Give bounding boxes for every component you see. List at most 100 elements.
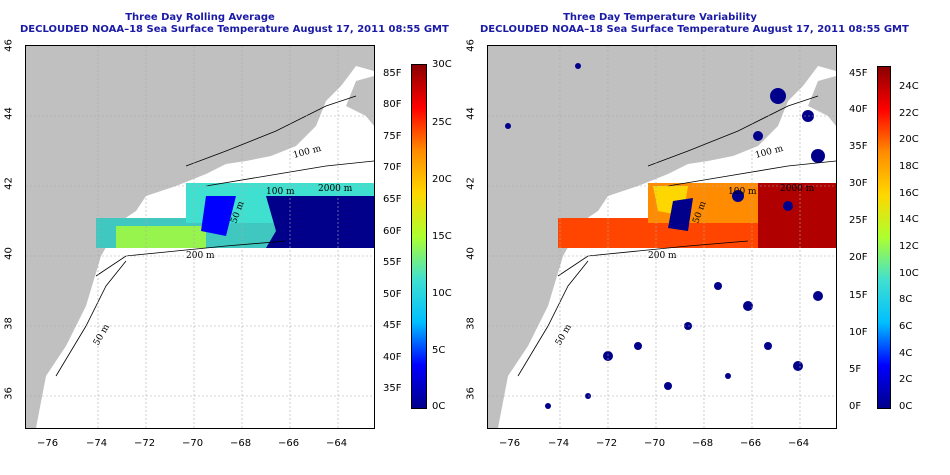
graticule: [26, 46, 374, 428]
contour-label-100m: 100 m: [292, 144, 323, 161]
right-cb-c-label: 10C: [899, 268, 919, 279]
sst-swath-dark: [266, 196, 374, 248]
contour-label-100m: 100 m: [754, 144, 785, 161]
sst-swath-green: [116, 226, 206, 248]
right-cb-c-label: 18C: [899, 161, 919, 172]
right-lat-tick: 42: [465, 177, 477, 190]
right-cb-f-label: 5F: [849, 364, 862, 375]
left-colorbar: [411, 64, 427, 409]
left-cb-c-label: 15C: [432, 231, 452, 242]
right-cb-c-label: 8C: [899, 294, 913, 305]
right-cb-c-label: 24C: [899, 81, 919, 92]
left-cb-c-label: 0C: [432, 401, 446, 412]
left-cb-c-label: 30C: [432, 59, 452, 70]
right-title-line2: DECLOUDED NOAA–18 Sea Surface Temperatur…: [480, 24, 909, 35]
right-cb-f-label: 45F: [849, 68, 868, 79]
contour-200m: [95, 240, 287, 277]
right-lon-tick: −66: [740, 438, 762, 449]
right-cb-c-label: 20C: [899, 134, 919, 145]
contour-200m: [557, 240, 749, 277]
left-cb-f-label: 60F: [383, 226, 402, 237]
right-cb-c-label: 16C: [899, 188, 919, 199]
left-title-line1: Three Day Rolling Average: [125, 12, 275, 23]
contour-label-200m: 200 m: [186, 251, 215, 261]
right-map: 100 m 2000 m 100 m 50 m 200 m 50 m: [487, 45, 837, 429]
contour-label-2000m: 2000 m: [318, 184, 353, 194]
land-mass: [488, 46, 836, 428]
right-lat-tick: 44: [465, 107, 477, 120]
right-lon-tick: −70: [644, 438, 666, 449]
right-cb-c-label: 2C: [899, 374, 913, 385]
left-map-svg: 100 m 2000 m 100 m 50 m 200 m 50 m: [26, 46, 374, 428]
left-cb-c-label: 25C: [432, 117, 452, 128]
left-cb-f-label: 45F: [383, 320, 402, 331]
nova-scotia: [346, 76, 374, 126]
contour-label-2000m: 2000 m: [780, 184, 815, 194]
left-map: 100 m 2000 m 100 m 50 m 200 m 50 m: [25, 45, 375, 429]
contour-2000m: [205, 160, 374, 187]
left-cb-f-label: 65F: [383, 194, 402, 205]
right-lon-tick: −76: [499, 438, 521, 449]
left-lon-tick: −70: [182, 438, 204, 449]
var-swath-red: [758, 183, 836, 248]
right-colorbar: [877, 66, 891, 409]
right-map-svg: 100 m 2000 m 100 m 50 m 200 m 50 m: [488, 46, 836, 428]
contour-label-200m: 200 m: [648, 251, 677, 261]
right-lat-tick: 46: [465, 39, 477, 52]
left-title-line2: DECLOUDED NOAA–18 Sea Surface Temperatur…: [20, 24, 449, 35]
left-lat-tick: 42: [3, 177, 15, 190]
right-cb-f-label: 25F: [849, 215, 868, 226]
left-lon-tick: −76: [37, 438, 59, 449]
left-lat-tick: 40: [3, 247, 15, 260]
right-cb-f-label: 0F: [849, 401, 862, 412]
right-cb-f-label: 40F: [849, 104, 868, 115]
right-cb-c-label: 6C: [899, 321, 913, 332]
contour-label-100m-2: 100 m: [728, 187, 757, 197]
right-lon-tick: −64: [788, 438, 810, 449]
left-lon-tick: −72: [134, 438, 156, 449]
left-lat-tick: 38: [3, 317, 15, 330]
left-cb-f-label: 75F: [383, 131, 402, 142]
graticule: [488, 46, 836, 428]
left-cb-f-label: 70F: [383, 162, 402, 173]
left-cb-f-label: 35F: [383, 383, 402, 394]
right-cb-f-label: 10F: [849, 327, 868, 338]
left-cb-c-label: 20C: [432, 174, 452, 185]
contour-50m: [55, 260, 127, 377]
nova-scotia: [808, 76, 836, 126]
contour-100m: [647, 95, 819, 167]
left-lat-tick: 44: [3, 107, 15, 120]
right-cb-c-label: 14C: [899, 214, 919, 225]
right-cb-c-label: 0C: [899, 401, 913, 412]
left-lat-tick: 36: [3, 387, 15, 400]
left-cb-f-label: 55F: [383, 257, 402, 268]
left-lon-tick: −74: [86, 438, 108, 449]
right-cb-c-label: 4C: [899, 348, 913, 359]
left-cb-f-label: 40F: [383, 352, 402, 363]
right-lat-tick: 40: [465, 247, 477, 260]
left-lat-tick: 46: [3, 39, 15, 52]
right-lat-tick: 36: [465, 387, 477, 400]
right-lon-tick: −74: [548, 438, 570, 449]
sst-swath-blue: [201, 196, 236, 236]
right-lat-tick: 38: [465, 317, 477, 330]
right-lon-tick: −72: [596, 438, 618, 449]
contour-50m: [517, 260, 589, 377]
left-cb-f-label: 50F: [383, 289, 402, 300]
contour-100m: [185, 95, 357, 167]
left-cb-f-label: 80F: [383, 99, 402, 110]
land-mass: [26, 46, 374, 428]
contour-label-100m-2: 100 m: [266, 187, 295, 197]
left-lon-tick: −66: [278, 438, 300, 449]
contour-2000m: [667, 160, 836, 187]
right-cb-f-label: 15F: [849, 290, 868, 301]
left-cb-c-label: 5C: [432, 345, 446, 356]
right-cb-c-label: 22C: [899, 108, 919, 119]
var-swath-blue: [668, 198, 693, 231]
right-cb-f-label: 20F: [849, 252, 868, 263]
left-cb-c-label: 10C: [432, 288, 452, 299]
right-cb-f-label: 30F: [849, 178, 868, 189]
left-lon-tick: −64: [326, 438, 348, 449]
right-cb-f-label: 35F: [849, 141, 868, 152]
right-cb-c-label: 12C: [899, 241, 919, 252]
